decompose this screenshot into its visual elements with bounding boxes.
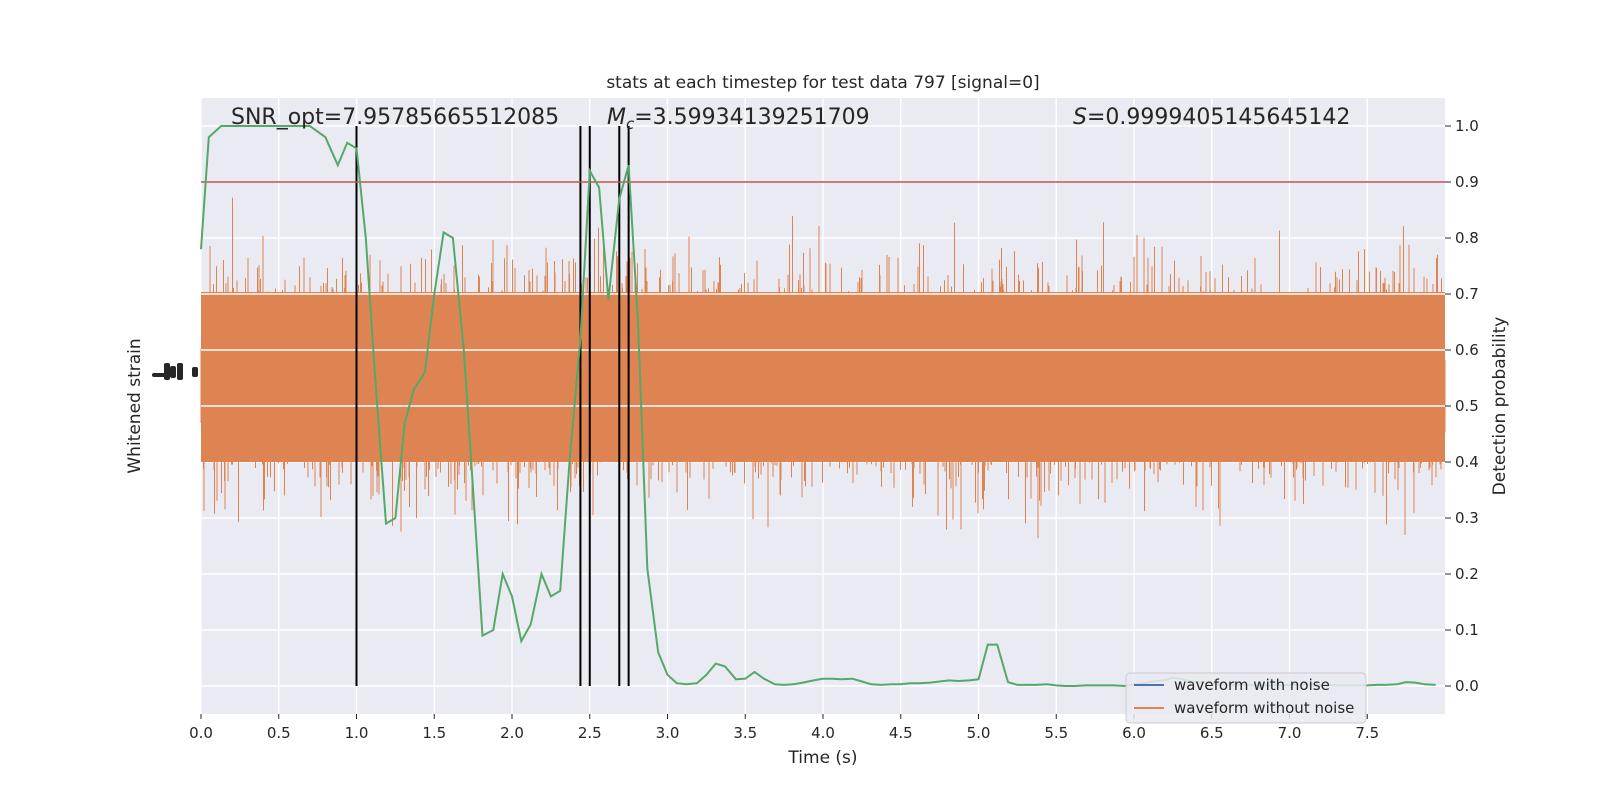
left-tick-glyph: [152, 373, 166, 377]
x-tick-label: 5.5: [1044, 724, 1068, 742]
x-tick-label: 5.0: [967, 724, 991, 742]
x-axis-ticks: 0.0 0.5 1.0 1.5 2.0 2.5 3.0 3.5 4.0 4.5 5.0 5.5 6.0 6…: [189, 714, 1379, 742]
y-axis-right-label: Detection probability: [1490, 317, 1510, 496]
left-axis-ticks: [152, 363, 198, 380]
y-tick-label: 0.3: [1455, 509, 1479, 527]
y-tick-label: 0.8: [1455, 229, 1479, 247]
legend-label-clean: waveform without noise: [1174, 699, 1354, 717]
vertical-lines: [355, 126, 630, 686]
x-tick-label: 2.5: [578, 724, 602, 742]
x-tick-label: 1.5: [422, 724, 446, 742]
annotation-chirp-mass-symbol: M: [607, 105, 626, 130]
annotation-chirp-mass-value: =3.59934139251709: [634, 105, 869, 130]
x-tick-label: 1.0: [345, 724, 369, 742]
x-tick-label: 4.0: [811, 724, 835, 742]
left-tick-glyph: [164, 363, 170, 380]
x-tick-label: 4.5: [889, 724, 913, 742]
noise-waveform-band: [201, 292, 1445, 462]
legend: waveform with noise waveform without noi…: [1125, 672, 1367, 724]
x-tick-label: 3.0: [656, 724, 680, 742]
x-tick-label: 6.5: [1200, 724, 1224, 742]
y-tick-label: 0.5: [1455, 397, 1479, 415]
noise-waveform-series: [200, 197, 1446, 539]
x-tick-label: 2.0: [500, 724, 524, 742]
x-tick-label: 3.5: [733, 724, 757, 742]
annotation-s: S=0.9999405145645142: [1073, 105, 1350, 130]
left-tick-glyph: [170, 366, 176, 378]
x-tick-label: 7.0: [1278, 724, 1302, 742]
y-tick-label: 0.6: [1455, 341, 1479, 359]
y-tick-label: 1.0: [1455, 117, 1479, 135]
annotation-s-symbol: S: [1073, 105, 1087, 130]
annotation-snr: SNR_opt=7.95785665512085: [231, 105, 559, 130]
left-tick-glyph: [177, 363, 183, 380]
legend-box: [1125, 672, 1367, 724]
y-tick-label: 0.2: [1455, 565, 1479, 583]
chart-title: stats at each timestep for test data 797…: [606, 73, 1039, 93]
y-tick-label: 0.7: [1455, 285, 1479, 303]
annotation-chirp-mass-sub: c: [626, 115, 635, 133]
y-tick-label: 0.0: [1455, 677, 1479, 695]
y-tick-label: 0.4: [1455, 453, 1479, 471]
left-tick-glyph: [192, 367, 198, 377]
x-tick-label: 6.0: [1122, 724, 1146, 742]
annotation-s-value: =0.9999405145645142: [1087, 105, 1350, 130]
annotation-chirp-mass: Mc=3.59934139251709: [607, 105, 870, 133]
x-tick-label: 0.5: [267, 724, 291, 742]
x-axis-label: Time (s): [787, 748, 857, 768]
legend-label-noise: waveform with noise: [1174, 676, 1330, 694]
x-tick-label: 7.5: [1355, 724, 1379, 742]
y-axis-left-label: Whitened strain: [125, 338, 145, 473]
y-axis-right-ticks: 0.0 0.1 0.2 0.3 0.4 0.5 0.6 0.7 0.8 0.9 1.0: [1445, 117, 1479, 695]
x-tick-label: 0.0: [189, 724, 213, 742]
y-tick-label: 0.1: [1455, 621, 1479, 639]
y-tick-label: 0.9: [1455, 173, 1479, 191]
